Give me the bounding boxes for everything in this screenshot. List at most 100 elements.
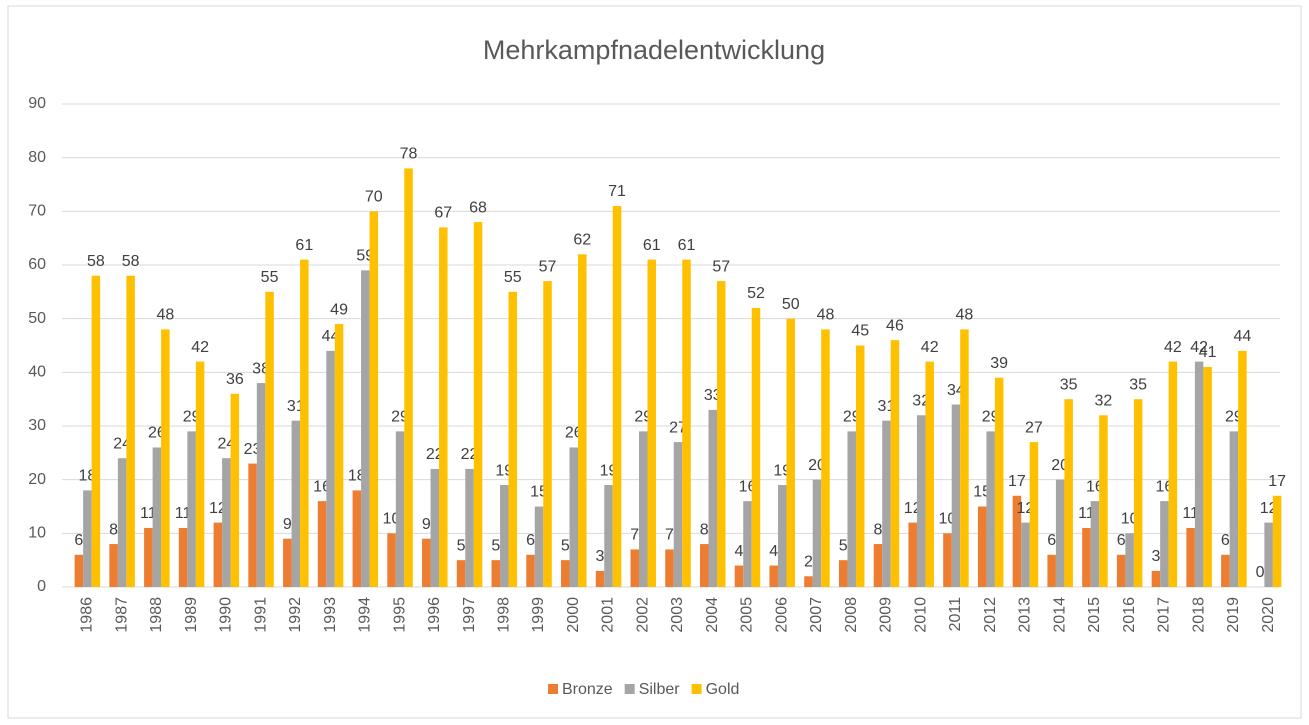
x-tick-label: 1994 [357, 597, 374, 633]
bar [777, 485, 787, 587]
x-tick-label: 1993 [322, 597, 339, 633]
bar [873, 544, 883, 587]
x-tick-label: 2008 [843, 597, 860, 633]
bar [847, 431, 856, 587]
data-label: 11 [1182, 505, 1199, 522]
bar [769, 565, 778, 587]
data-label: 58 [122, 253, 140, 270]
bar [708, 409, 717, 587]
bar [751, 307, 761, 587]
data-label: 68 [469, 199, 487, 216]
bar [786, 318, 795, 587]
bar [1012, 495, 1022, 587]
data-label: 6 [1117, 532, 1126, 549]
data-label: 5 [491, 537, 500, 554]
bar [161, 329, 170, 587]
bar [74, 554, 84, 587]
x-tick-label: 2013 [1017, 597, 1034, 633]
data-label: 42 [921, 339, 939, 356]
bar [1186, 527, 1195, 587]
bar [743, 501, 752, 587]
data-label: 5 [839, 537, 848, 554]
bar [734, 565, 744, 587]
bar [916, 415, 926, 587]
data-label: 35 [1129, 376, 1147, 393]
bar [1151, 570, 1161, 587]
x-tick-label: 2005 [739, 597, 756, 633]
data-label: 48 [156, 307, 174, 324]
bar [716, 281, 726, 587]
bar [500, 485, 509, 587]
bar [682, 259, 691, 587]
data-label: 4 [769, 543, 778, 560]
data-label: 11 [1078, 505, 1095, 522]
bar [395, 431, 405, 587]
x-tick-label: 2010 [912, 597, 929, 633]
x-tick-label: 1992 [287, 597, 304, 633]
data-label: 61 [295, 237, 313, 254]
data-label: 6 [1221, 532, 1230, 549]
x-tick-label: 1996 [426, 597, 443, 633]
y-tick-label: 10 [28, 525, 46, 542]
x-tick-label: 1987 [113, 597, 130, 633]
bar [1047, 554, 1056, 587]
bar [430, 468, 440, 587]
data-label: 42 [1164, 339, 1182, 356]
x-tick-label: 2012 [982, 597, 999, 633]
bar [213, 522, 223, 587]
bar [1229, 431, 1239, 587]
bar [222, 458, 231, 587]
bar [1203, 366, 1212, 587]
data-label: 50 [782, 296, 800, 313]
bar [604, 485, 613, 587]
data-label: 61 [678, 237, 696, 254]
data-label: 7 [630, 527, 639, 544]
bar [317, 501, 327, 587]
bar [352, 490, 362, 587]
data-label: 7 [665, 527, 674, 544]
y-tick-label: 0 [37, 578, 46, 595]
x-tick-label: 2007 [808, 597, 825, 633]
data-label: 17 [1008, 473, 1026, 490]
data-label: 9 [283, 516, 292, 533]
x-tick-label: 2017 [1156, 597, 1173, 633]
data-label: 67 [434, 205, 452, 222]
x-tick-label: 1986 [79, 597, 96, 633]
bar [855, 345, 865, 587]
bar [561, 560, 570, 587]
x-tick-label: 2001 [600, 597, 617, 633]
bar [1055, 479, 1065, 587]
bar [387, 533, 396, 587]
data-label: 9 [422, 516, 431, 533]
bar [1133, 399, 1143, 587]
x-tick-label: 2006 [773, 597, 790, 633]
data-label: 11 [175, 505, 192, 522]
bar [639, 431, 648, 587]
y-tick-label: 40 [28, 364, 46, 381]
x-tick-label: 2004 [704, 597, 721, 633]
data-label: 57 [712, 258, 730, 275]
bar [230, 393, 240, 587]
bar [943, 533, 952, 587]
x-tick-label: 1995 [391, 597, 408, 633]
y-tick-label: 70 [28, 203, 46, 220]
bar [960, 329, 969, 587]
bar [456, 560, 466, 587]
x-tick-label: 1988 [148, 597, 165, 633]
data-label: 6 [1047, 532, 1056, 549]
data-label: 5 [457, 537, 466, 554]
bar [543, 281, 552, 587]
bar [612, 205, 622, 587]
bar [83, 490, 92, 587]
data-label: 48 [817, 307, 835, 324]
bar [1021, 522, 1030, 587]
bar [595, 570, 605, 587]
data-label: 8 [700, 521, 709, 538]
bar [812, 479, 822, 587]
x-tick-label: 2003 [669, 597, 686, 633]
y-tick-label: 90 [28, 95, 46, 112]
x-tick-label: 1997 [461, 597, 478, 633]
bar [925, 361, 934, 587]
x-tick-label: 2009 [878, 597, 895, 633]
x-tick-label: 2002 [634, 597, 651, 633]
